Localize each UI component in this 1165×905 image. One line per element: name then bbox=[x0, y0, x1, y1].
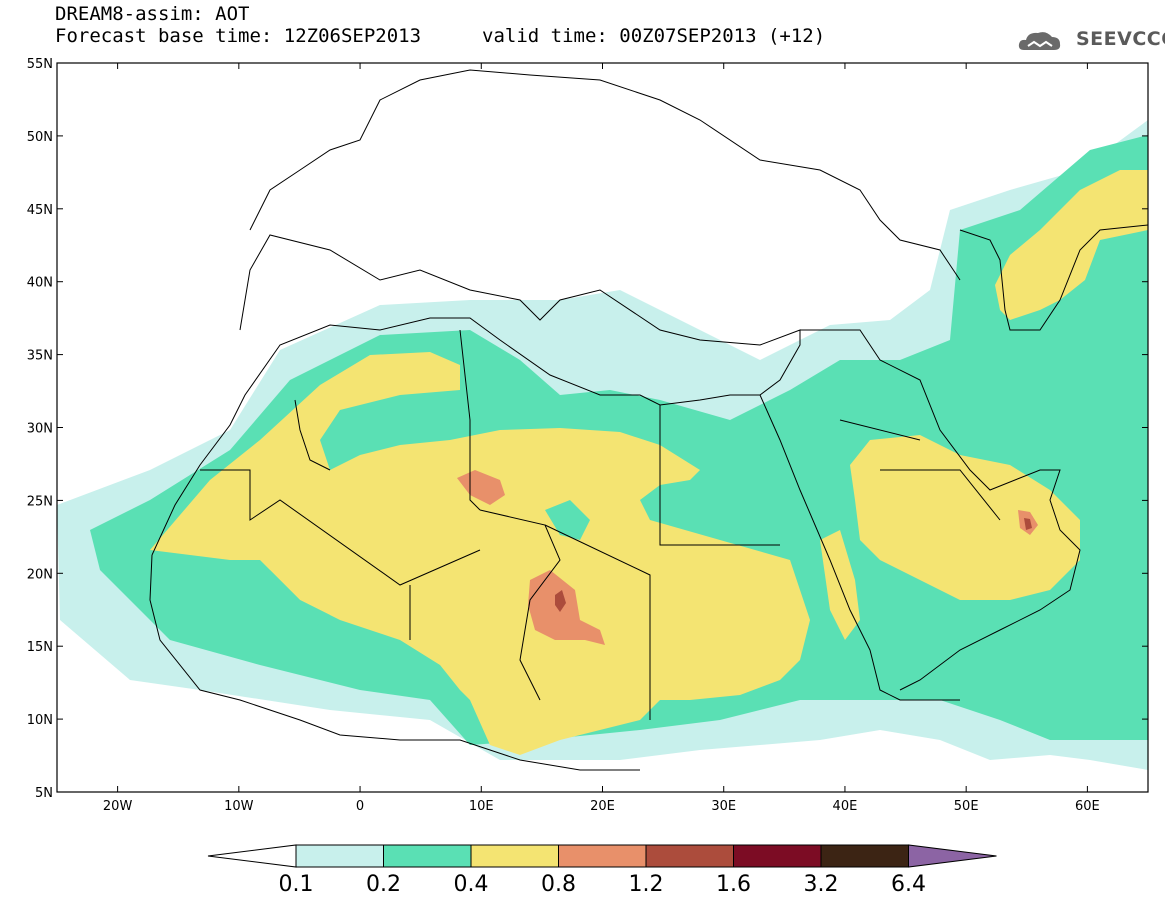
valid-time: valid time: 00Z07SEP2013 (+12) bbox=[482, 25, 826, 47]
lat-tick-label: 50N bbox=[27, 130, 53, 145]
colorbar-level-label: 6.4 bbox=[891, 872, 926, 897]
lat-tick-label: 25N bbox=[27, 494, 53, 509]
lat-tick-label: 55N bbox=[27, 57, 53, 72]
colorbar-level-label: 1.6 bbox=[716, 872, 751, 897]
coastlines bbox=[149, 69, 1148, 771]
forecast-base-time: Forecast base time: 12Z06SEP2013 bbox=[55, 25, 422, 47]
longitude-axis: 20W 10W 0 10E 20E 30E 40E 50E 60E bbox=[103, 63, 1100, 814]
lon-tick-label: 10W bbox=[224, 799, 254, 814]
aot-band-0.8-2 bbox=[528, 570, 605, 645]
lat-tick-label: 30N bbox=[27, 422, 53, 437]
colorbar-segment bbox=[645, 844, 734, 868]
colorbar-segment bbox=[820, 844, 909, 868]
colorbar-segment bbox=[733, 844, 822, 868]
colorbar-level-label: 0.1 bbox=[279, 872, 314, 897]
aot-hole-0.2-1 bbox=[545, 500, 590, 540]
lat-tick-label: 10N bbox=[27, 713, 53, 728]
colorbar-segment bbox=[470, 844, 559, 868]
lat-tick-label: 40N bbox=[27, 276, 53, 291]
lon-tick-label: 30E bbox=[711, 799, 736, 814]
aot-band-1.2 bbox=[555, 590, 566, 612]
lat-tick-label: 45N bbox=[27, 203, 53, 218]
aot-band-0.4-west bbox=[150, 352, 810, 755]
lon-tick-label: 60E bbox=[1075, 799, 1100, 814]
aot-band-0.8-1 bbox=[457, 470, 505, 505]
aot-contours bbox=[57, 120, 1148, 770]
lon-tick-label: 0 bbox=[356, 799, 364, 814]
aot-band-1.2-oman bbox=[1024, 518, 1032, 530]
lat-tick-label: 35N bbox=[27, 349, 53, 364]
aot-band-0.4-caspian bbox=[995, 170, 1148, 320]
colorbar: 0.1 0.2 0.4 0.8 1.2 1.6 3.2 6.4 bbox=[207, 844, 997, 897]
colorbar-level-label: 3.2 bbox=[804, 872, 839, 897]
lat-tick-label: 15N bbox=[27, 640, 53, 655]
colorbar-segment bbox=[558, 844, 647, 868]
colorbar-max-arrow bbox=[908, 844, 997, 868]
cloud-logo-icon bbox=[1018, 32, 1061, 50]
colorbar-segment bbox=[295, 844, 384, 868]
colorbar-segment bbox=[383, 844, 472, 868]
colorbar-level-label: 0.4 bbox=[454, 872, 489, 897]
lon-tick-label: 20E bbox=[590, 799, 615, 814]
colorbar-level-label: 0.2 bbox=[366, 872, 401, 897]
lat-tick-label: 20N bbox=[27, 567, 53, 582]
map-title: DREAM8-assim: AOT bbox=[55, 3, 250, 25]
lon-tick-label: 50E bbox=[954, 799, 979, 814]
colorbar-level-label: 0.8 bbox=[541, 872, 576, 897]
aot-band-0.4-arabia bbox=[850, 435, 1080, 600]
latitude-axis: 55N 50N 45N 40N 35N 30N 25N 20N 15N 10N 5N bbox=[27, 57, 1148, 801]
colorbar-level-label: 1.2 bbox=[629, 872, 664, 897]
colorbar-min-arrow bbox=[207, 844, 297, 868]
aot-hole-0.2-2 bbox=[160, 560, 330, 660]
lon-tick-label: 10E bbox=[469, 799, 494, 814]
logo-text: SEEVCCC bbox=[1076, 28, 1165, 50]
lon-tick-label: 40E bbox=[833, 799, 858, 814]
lat-tick-label: 5N bbox=[35, 786, 53, 801]
lon-tick-label: 20W bbox=[103, 799, 133, 814]
